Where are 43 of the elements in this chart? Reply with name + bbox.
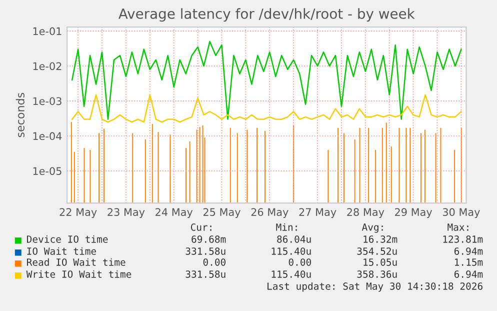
text: 331.58u <box>186 247 226 255</box>
text: 115.40u <box>272 270 311 278</box>
text: 6.94m <box>454 270 483 278</box>
text: Cur: <box>190 223 212 231</box>
y-axis-title: seconds <box>16 92 24 138</box>
chart-title: Average latency for /dev/hk/root - by week <box>118 8 415 22</box>
x-tick-label: 27 May <box>299 208 336 218</box>
legend-label: IO Wait time <box>27 247 96 255</box>
y-tick-label: 1e-01 <box>33 27 62 36</box>
text: 0.00 <box>288 258 311 266</box>
legend-label: Read IO Wait time <box>27 258 126 266</box>
text: 69.68m <box>192 235 226 243</box>
x-tick-label: 28 May <box>347 208 384 218</box>
text: Min: <box>276 223 297 231</box>
text: Avg: <box>362 224 383 233</box>
legend-label: Device IO time <box>26 235 108 243</box>
text: 0.00 <box>203 258 226 266</box>
text: Max: <box>448 224 468 231</box>
legend-label: Write IO Wait time <box>26 270 132 278</box>
y-tick-label: 1e-02 <box>33 62 62 70</box>
x-tick-label: 22 May <box>60 208 97 218</box>
text: 86.04u <box>277 235 311 243</box>
text: 15.05u <box>364 258 397 266</box>
text: 115.40u <box>272 247 311 255</box>
text: Last update: Sat May 30 14:30:18 2026 <box>268 282 482 292</box>
text: 16.32m <box>364 235 398 243</box>
line-series <box>71 94 462 123</box>
y-tick-label: 1e-03 <box>33 97 62 106</box>
x-tick-label: 23 May <box>108 208 145 218</box>
text: 6.94m <box>454 247 483 255</box>
x-tick-label: 30 May <box>442 208 480 218</box>
x-tick-label: 29 May <box>395 208 432 218</box>
x-tick-label: 24 May <box>156 208 193 218</box>
text: 1.15m <box>454 258 483 266</box>
x-tick-label: 25 May <box>203 208 240 218</box>
text: 331.58u <box>186 270 226 278</box>
text: 358.36u <box>357 270 397 278</box>
y-tick-label: 1e-05 <box>33 167 62 175</box>
x-tick-label: 26 May <box>251 208 288 218</box>
y-tick-label: 1e-04 <box>33 132 62 140</box>
text: 123.81m <box>443 235 483 243</box>
line-series <box>71 40 462 120</box>
text: 354.52u <box>357 247 397 255</box>
